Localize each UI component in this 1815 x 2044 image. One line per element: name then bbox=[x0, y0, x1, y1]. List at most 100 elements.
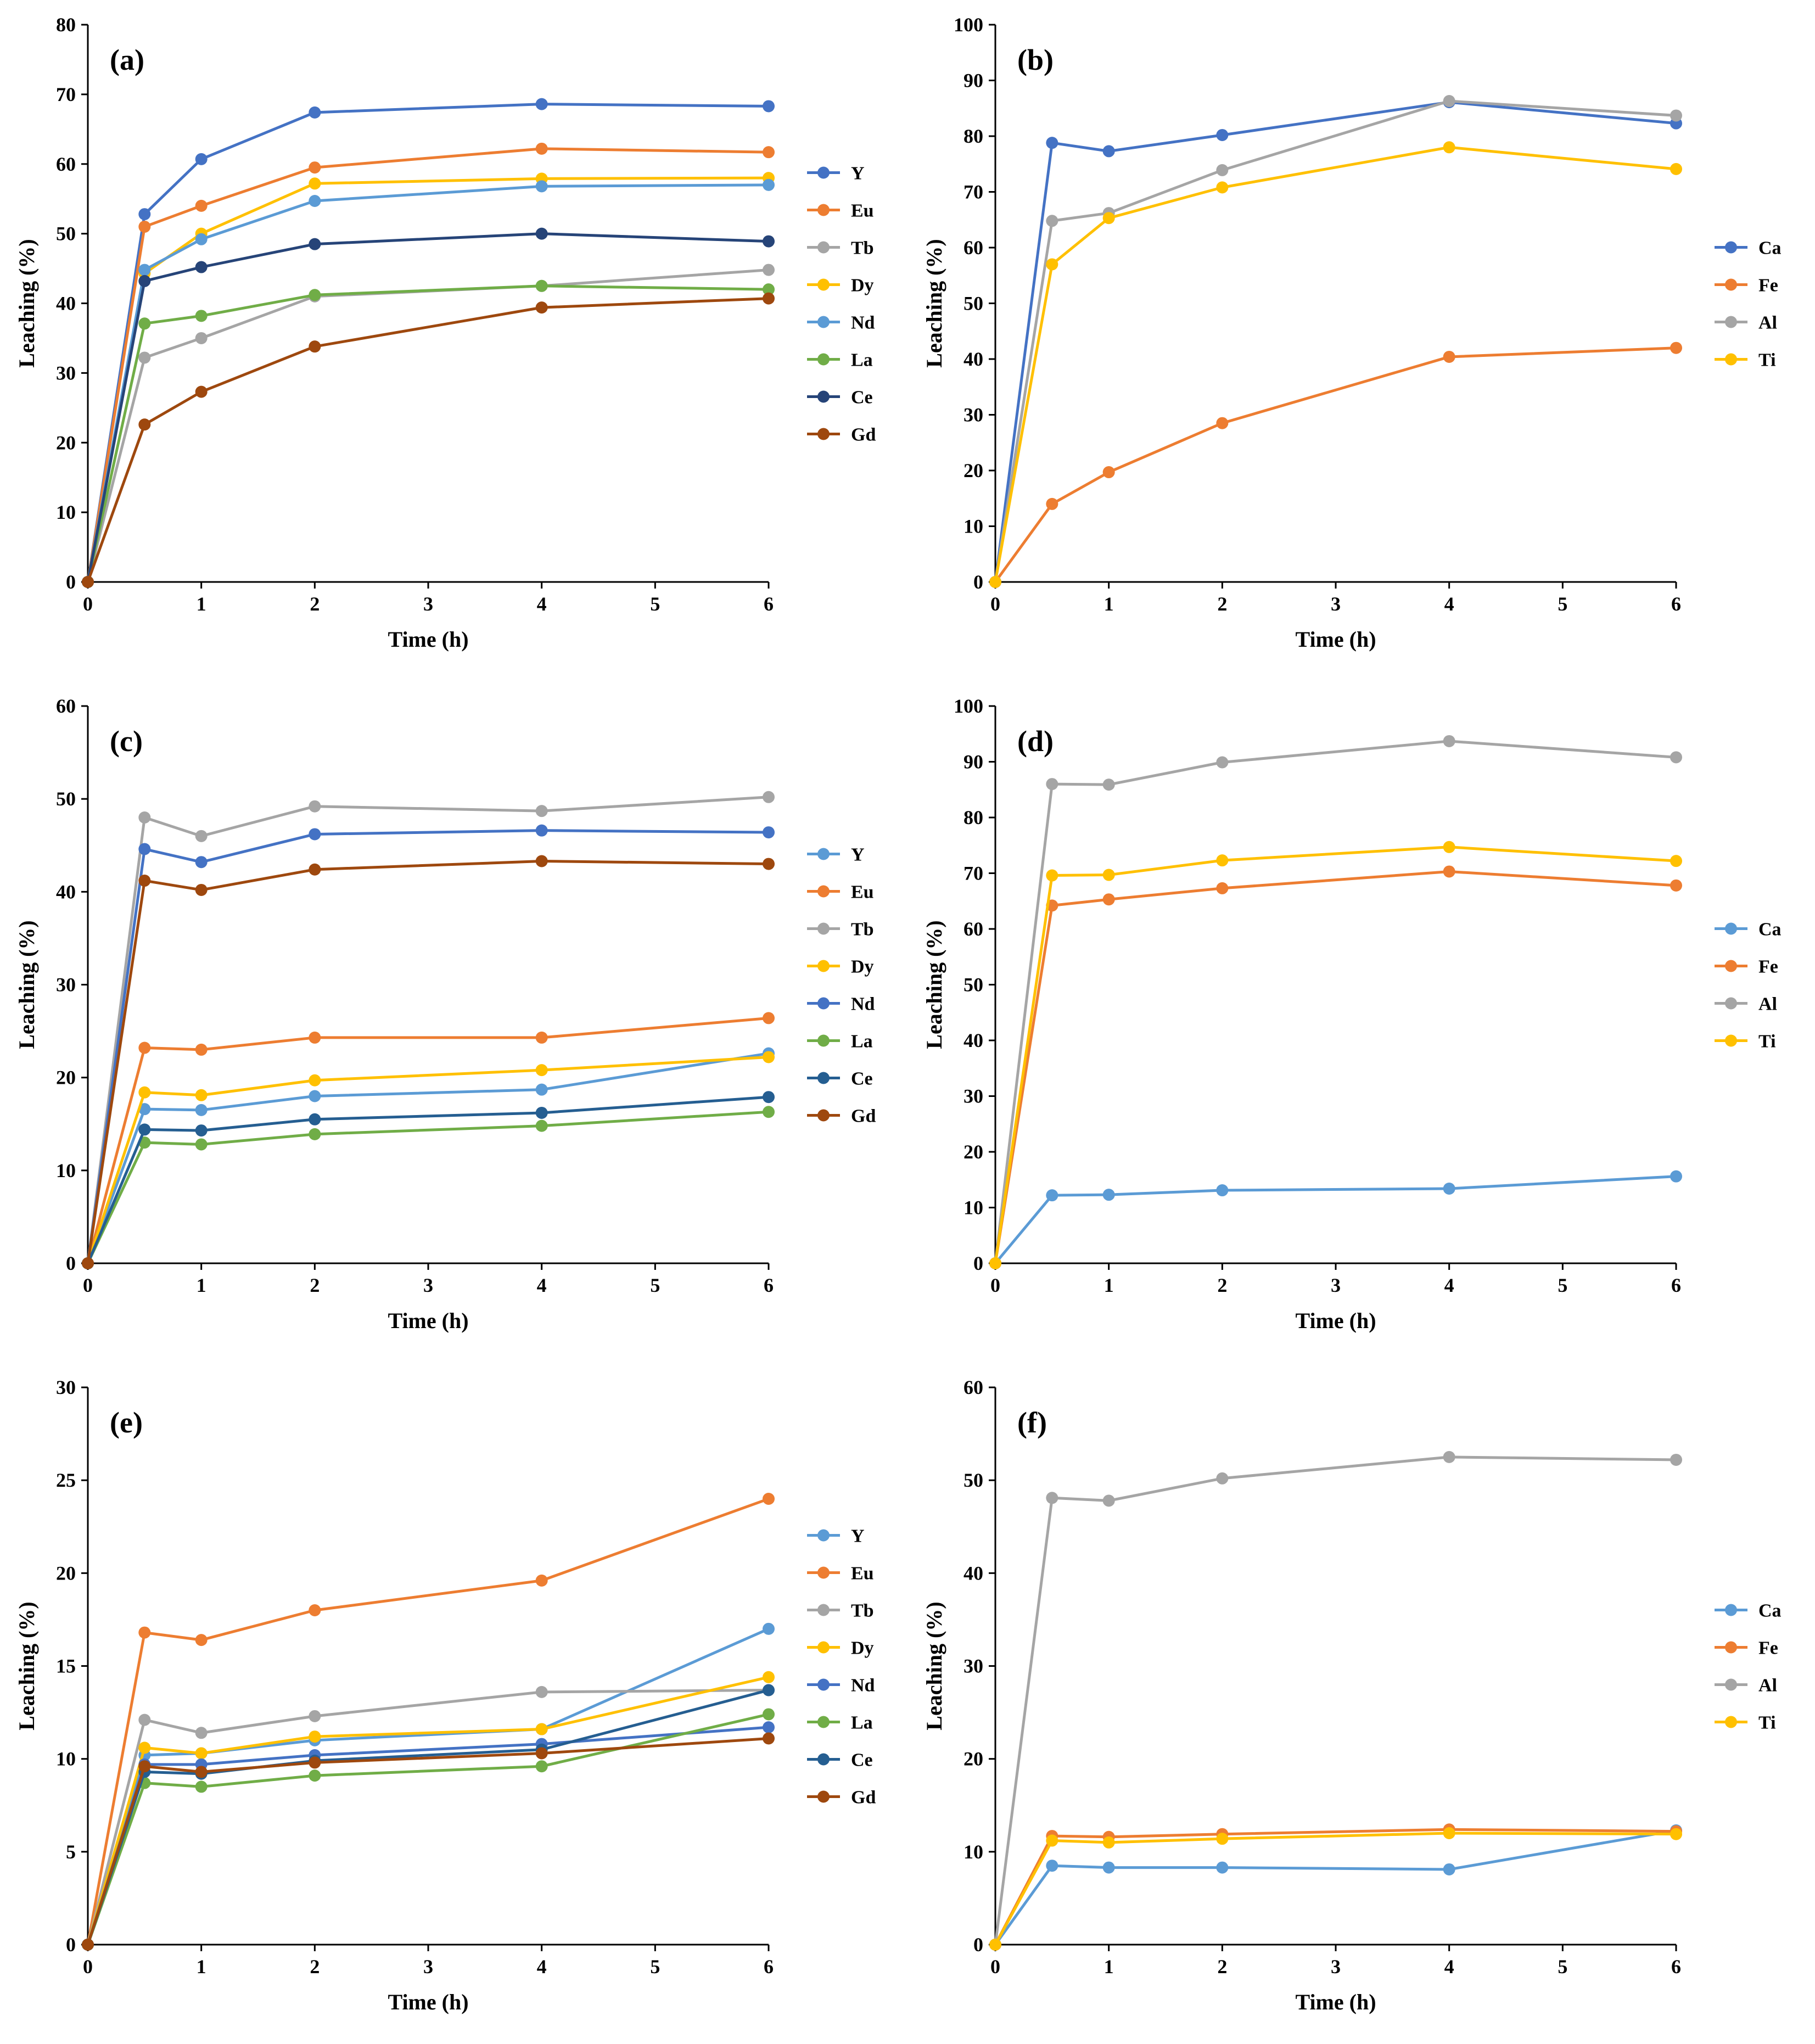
series-line-Ti bbox=[994, 845, 1677, 1264]
legend-swatch-marker bbox=[817, 1109, 830, 1122]
data-point-Al bbox=[1670, 751, 1682, 764]
data-point-Dy bbox=[309, 1731, 321, 1743]
series-line-La bbox=[86, 1713, 769, 1945]
legend-label-Ti: Ti bbox=[1758, 350, 1776, 371]
x-tick-label: 5 bbox=[1558, 593, 1567, 615]
data-point-Fe bbox=[1670, 879, 1682, 892]
legend-label-Fe: Fe bbox=[1758, 276, 1778, 296]
data-point-La bbox=[535, 279, 548, 292]
legend: Ca Fe Al Ti bbox=[1715, 238, 1782, 371]
y-tick-label: 0 bbox=[66, 571, 76, 593]
legend-swatch-marker bbox=[817, 1641, 830, 1654]
series-Ca bbox=[989, 96, 1682, 588]
data-point-Ce bbox=[138, 275, 151, 287]
series-Ce bbox=[82, 227, 775, 588]
series-Al bbox=[989, 1451, 1682, 1951]
legend-swatch-marker bbox=[817, 922, 830, 935]
y-axis-title: Leaching (%) bbox=[922, 1601, 946, 1730]
x-tick-label: 6 bbox=[1671, 1274, 1681, 1296]
y-tick-label: 0 bbox=[973, 1252, 983, 1274]
y-tick-label: 80 bbox=[963, 807, 983, 828]
data-point-Fe bbox=[1216, 882, 1229, 894]
data-point-Gd bbox=[195, 883, 208, 896]
x-tick-label: 3 bbox=[1331, 593, 1341, 615]
data-point-Tb bbox=[195, 1727, 208, 1739]
series-Ce bbox=[82, 1684, 775, 1951]
y-tick-label: 60 bbox=[963, 237, 983, 259]
data-point-Dy bbox=[309, 1074, 321, 1087]
legend-swatch-marker bbox=[817, 1566, 830, 1579]
data-point-Y bbox=[138, 1103, 151, 1116]
legend-label-Dy: Dy bbox=[851, 1638, 874, 1659]
data-point-La bbox=[309, 1128, 321, 1140]
data-point-Gd bbox=[138, 1760, 151, 1773]
x-tick-label: 4 bbox=[1444, 1274, 1454, 1296]
data-point-Nd bbox=[195, 856, 208, 869]
data-point-Ca bbox=[1670, 1170, 1682, 1183]
series-line-Ti bbox=[994, 1832, 1677, 1946]
data-point-Tb bbox=[138, 1713, 151, 1726]
data-point-Ca bbox=[1102, 1189, 1115, 1201]
data-point-Tb bbox=[763, 264, 775, 276]
y-tick-label: 60 bbox=[963, 918, 983, 940]
data-point-Nd bbox=[195, 233, 208, 245]
y-tick-label: 50 bbox=[56, 788, 76, 810]
y-tick-label: 70 bbox=[963, 181, 983, 203]
data-point-Ce bbox=[535, 1106, 548, 1119]
series-Eu bbox=[82, 142, 775, 588]
x-tick-label: 3 bbox=[1331, 1956, 1341, 1978]
y-axis-title: Leaching (%) bbox=[922, 920, 946, 1049]
y-tick-label: 20 bbox=[56, 1562, 76, 1584]
data-point-Y bbox=[309, 106, 321, 119]
data-point-Al bbox=[1216, 164, 1229, 176]
legend: Y Eu Tb Dy Nd La Ce Gd bbox=[807, 845, 876, 1127]
x-axis-title: Time (h) bbox=[1295, 1308, 1376, 1333]
data-point-Nd bbox=[763, 1721, 775, 1734]
data-point-Ti bbox=[1216, 854, 1229, 867]
data-point-Tb bbox=[309, 800, 321, 813]
legend-swatch-marker bbox=[1725, 922, 1737, 935]
legend-label-La: La bbox=[851, 1713, 873, 1733]
y-tick-label: 70 bbox=[963, 863, 983, 884]
data-point-Ti bbox=[1046, 1834, 1058, 1847]
series-line-Ca bbox=[994, 1175, 1677, 1264]
chart-panel-c: 0 10 20 30 40 50 60 0 1 2 3 4 5 6 Time (h) Leaching (%)… bbox=[0, 681, 908, 1363]
series-Dy bbox=[82, 1671, 775, 1951]
legend-swatch-marker bbox=[817, 166, 830, 179]
data-point-Dy bbox=[763, 1671, 775, 1683]
data-point-La bbox=[138, 317, 151, 330]
data-point-Al bbox=[1102, 1494, 1115, 1507]
legend-label-Al: Al bbox=[1758, 313, 1777, 333]
data-point-Ca bbox=[1216, 1861, 1229, 1874]
y-tick-label: 50 bbox=[963, 1469, 983, 1491]
x-axis-title: Time (h) bbox=[1295, 627, 1376, 652]
legend-label-Gd: Gd bbox=[851, 1106, 876, 1127]
legend-swatch-marker bbox=[1725, 1716, 1737, 1728]
legend-label-Ca: Ca bbox=[1758, 238, 1782, 259]
panel-label: (d) bbox=[1017, 725, 1054, 758]
y-tick-label: 100 bbox=[954, 14, 983, 36]
x-tick-label: 3 bbox=[423, 593, 433, 615]
legend-label-Eu: Eu bbox=[851, 201, 874, 221]
panel-label: (a) bbox=[110, 43, 144, 76]
panel-label: (f) bbox=[1017, 1406, 1047, 1439]
y-axis-title: Leaching (%) bbox=[14, 239, 39, 367]
x-tick-label: 6 bbox=[1671, 1956, 1681, 1978]
data-point-Ti bbox=[1670, 1828, 1682, 1840]
series-line-Ti bbox=[994, 145, 1677, 583]
legend-swatch-marker bbox=[817, 1753, 830, 1766]
chart-svg-b: 0 10 20 30 40 50 60 70 80 90 100 0 1 2 3 4 5 6 Time (h) Lea… bbox=[922, 14, 1782, 652]
x-tick-label: 0 bbox=[83, 1274, 93, 1296]
panel-label: (c) bbox=[110, 725, 143, 758]
chart-panel-f: 0 10 20 30 40 50 60 0 1 2 3 4 5 6 Time (h) Leaching (%)… bbox=[908, 1363, 1815, 2044]
series-line-Eu bbox=[86, 1497, 769, 1945]
data-point-Gd bbox=[82, 1257, 94, 1269]
data-point-Y bbox=[195, 1104, 208, 1116]
x-tick-label: 4 bbox=[537, 1274, 547, 1296]
series-line-Al bbox=[994, 1455, 1677, 1945]
legend-swatch-marker bbox=[817, 960, 830, 972]
y-tick-label: 100 bbox=[954, 695, 983, 717]
data-point-Ti bbox=[1046, 258, 1058, 271]
x-tick-label: 5 bbox=[650, 1956, 660, 1978]
series-line-Ce bbox=[86, 232, 769, 583]
